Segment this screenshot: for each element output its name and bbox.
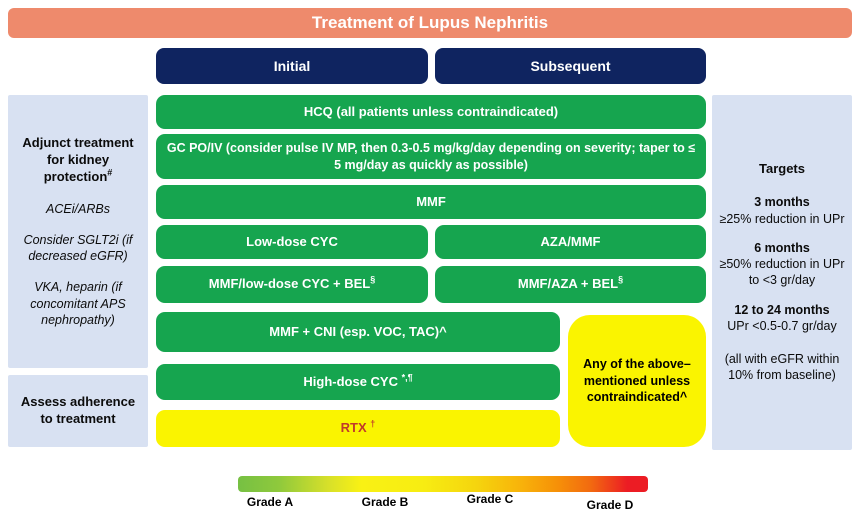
- rtx-footnote-mark: †: [370, 418, 376, 429]
- treatment-bar-rtx: RTX †: [156, 410, 560, 447]
- column-header-subsequent: Subsequent: [435, 48, 706, 84]
- target-3-months: 3 months ≥25% reduction in UPr: [720, 194, 845, 227]
- evidence-grade-gradient-bar: [238, 476, 648, 492]
- treatment-bar-aza-mmf-label: AZA/MMF: [540, 233, 601, 249]
- targets-title: Targets: [759, 161, 805, 177]
- grade-b-label: Grade B: [361, 495, 409, 509]
- mmf-aza-bel-text: MMF/AZA + BEL: [517, 276, 619, 292]
- treatment-bar-high-dose-cyc-label: High-dose CYC *,¶: [303, 372, 413, 391]
- column-header-initial-label: Initial: [273, 58, 311, 74]
- adjunct-title-text: Adjunct treatment for kidney protection: [22, 134, 134, 184]
- any-of-above-label: Any of the above–mentioned unless contra…: [583, 356, 691, 405]
- target-12-24-months: 12 to 24 months UPr <0.5-0.7 gr/day: [727, 302, 836, 335]
- treatment-bar-gc: GC PO/IV (consider pulse IV MP, then 0.3…: [156, 134, 706, 179]
- treatment-bar-hcq: HCQ (all patients unless contraindicated…: [156, 95, 706, 129]
- target-12-24-months-goal: UPr <0.5-0.7 gr/day: [727, 318, 837, 333]
- mmf-cyc-bel-text: MMF/low-dose CYC + BEL: [208, 276, 371, 292]
- treatment-bar-mmf-aza-bel: MMF/AZA + BEL§: [435, 266, 706, 303]
- treatment-bar-rtx-label: RTX †: [340, 418, 376, 437]
- targets-egfr-note: (all with eGFR within 10% from baseline): [724, 352, 840, 383]
- treatment-bar-mmf-label: MMF: [416, 193, 446, 209]
- adjunct-title-footnote-mark: #: [107, 167, 113, 178]
- treatment-bar-mmf-cni: MMF + CNI (esp. VOC, TAC)^: [156, 312, 560, 352]
- high-dose-cyc-footnote-mark: *,¶: [401, 372, 413, 383]
- column-header-subsequent-label: Subsequent: [530, 58, 611, 74]
- adherence-panel: Assess adherence to treatment: [8, 375, 148, 447]
- targets-panel: Targets 3 months ≥25% reduction in UPr 6…: [712, 95, 852, 450]
- adjunct-panel-title: Adjunct treatment for kidney protection#: [14, 135, 142, 186]
- high-dose-cyc-text: High-dose CYC: [303, 373, 402, 389]
- column-header-initial: Initial: [156, 48, 428, 84]
- figure-title: Treatment of Lupus Nephritis: [311, 13, 549, 32]
- any-of-above-box: Any of the above–mentioned unless contra…: [568, 315, 706, 447]
- grade-d-label: Grade D: [586, 498, 634, 512]
- treatment-bar-mmf-cni-label: MMF + CNI (esp. VOC, TAC)^: [269, 323, 447, 339]
- adjunct-treatment-panel: Adjunct treatment for kidney protection#…: [8, 95, 148, 368]
- target-3-months-period: 3 months: [754, 195, 810, 210]
- treatment-bar-mmf: MMF: [156, 185, 706, 219]
- treatment-bar-mmf-cyc-bel: MMF/low-dose CYC + BEL§: [156, 266, 428, 303]
- target-6-months-goal: ≥50% reduction in UPr to <3 gr/day: [719, 257, 845, 288]
- target-12-24-months-period: 12 to 24 months: [734, 302, 830, 317]
- grade-c-label: Grade C: [466, 492, 514, 506]
- treatment-bar-mmf-aza-bel-label: MMF/AZA + BEL§: [517, 274, 624, 293]
- target-3-months-goal: ≥25% reduction in UPr: [719, 211, 845, 226]
- treatment-bar-aza-mmf: AZA/MMF: [435, 225, 706, 259]
- adjunct-item-vka-heparin: VKA, heparin (if concomitant APS nephrop…: [30, 280, 126, 327]
- adherence-panel-label: Assess adherence to treatment: [20, 394, 136, 426]
- treatment-bar-mmf-cyc-bel-label: MMF/low-dose CYC + BEL§: [208, 274, 376, 293]
- target-6-months: 6 months ≥50% reduction in UPr to <3 gr/…: [718, 240, 846, 289]
- treatment-bar-gc-label: GC PO/IV (consider pulse IV MP, then 0.3…: [166, 141, 696, 172]
- adjunct-item-sglt2i: Consider SGLT2i (if decreased eGFR): [23, 232, 133, 264]
- rtx-text: RTX: [340, 420, 371, 436]
- treatment-bar-hcq-label: HCQ (all patients unless contraindicated…: [303, 103, 559, 119]
- treatment-bar-low-dose-cyc-label: Low-dose CYC: [246, 233, 338, 249]
- target-6-months-period: 6 months: [754, 240, 810, 255]
- mmf-aza-bel-footnote-mark: §: [618, 274, 624, 285]
- grade-a-label: Grade A: [246, 495, 294, 509]
- adjunct-item-acei-arbs: ACEi/ARBs: [46, 201, 110, 216]
- figure-title-bar: Treatment of Lupus Nephritis: [8, 8, 852, 38]
- treatment-bar-low-dose-cyc: Low-dose CYC: [156, 225, 428, 259]
- mmf-cyc-bel-footnote-mark: §: [370, 274, 376, 285]
- treatment-bar-high-dose-cyc: High-dose CYC *,¶: [156, 364, 560, 400]
